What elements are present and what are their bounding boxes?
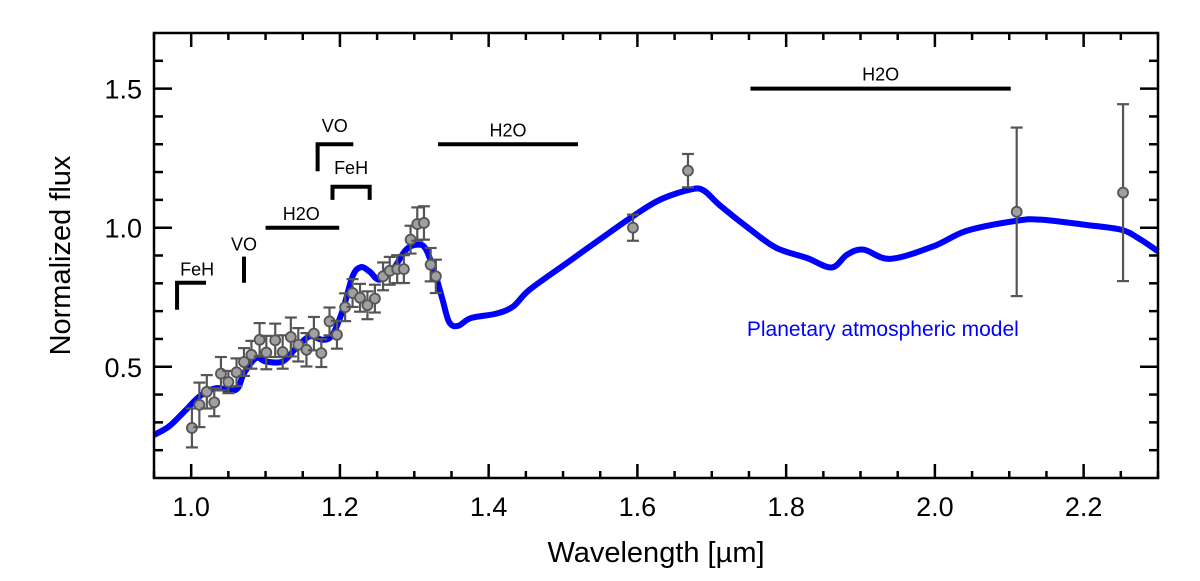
data-point <box>315 338 328 369</box>
data-point <box>681 152 694 189</box>
annotation-h2o: H2O <box>750 65 1011 91</box>
point-marker <box>260 346 273 359</box>
data-point <box>323 306 336 337</box>
x-tick-label: 2.2 <box>1065 492 1103 522</box>
point-marker <box>1010 205 1023 218</box>
data-point <box>230 357 243 388</box>
point-marker <box>429 270 442 283</box>
data-point <box>237 347 250 378</box>
annotation-vo: VO <box>315 116 354 172</box>
point-marker <box>404 233 417 246</box>
data-point <box>1117 103 1130 283</box>
data-point <box>383 255 396 286</box>
point-marker <box>397 263 410 276</box>
annotation-line <box>315 142 354 172</box>
y-tick-label: 1.0 <box>104 214 142 244</box>
x-tick-label: 1.0 <box>172 492 210 522</box>
y-tick-label: 1.5 <box>104 75 142 105</box>
data-points-group <box>185 103 1130 449</box>
data-point <box>368 283 381 314</box>
annotation-label: H2O <box>489 120 526 140</box>
molecule-annotations: FeH VO H2O VO FeH H2O H2O <box>175 65 1011 310</box>
y-axis-label: Normalized flux <box>45 155 77 355</box>
annotation-h2o: H2O <box>265 204 340 230</box>
data-point <box>292 326 305 363</box>
point-marker <box>682 164 694 177</box>
data-point <box>361 290 374 321</box>
annotation-label: FeH <box>180 259 214 279</box>
point-marker <box>245 348 258 361</box>
point-marker <box>627 221 639 234</box>
x-tick-label: 2.0 <box>916 492 954 522</box>
point-marker <box>368 292 381 305</box>
annotation-h2o: H2O <box>438 120 578 147</box>
data-point <box>1010 126 1023 298</box>
point-marker <box>307 327 320 340</box>
point-marker <box>284 331 297 343</box>
annotation-label: H2O <box>283 204 320 224</box>
data-point <box>404 224 417 255</box>
data-point <box>417 205 430 241</box>
data-point <box>269 322 282 359</box>
data-point <box>193 381 206 429</box>
axis-ticks: 1.0 1.2 1.4 1.6 1.8 2.0 2.2 0.5 1.0 1.5 <box>104 33 1160 522</box>
model-curve <box>152 185 1160 438</box>
annotation-feh: FeH <box>175 259 214 310</box>
point-marker <box>361 299 374 312</box>
annotation-label: H2O <box>862 65 899 85</box>
data-point <box>260 334 273 371</box>
point-marker <box>238 356 250 368</box>
data-point <box>208 387 221 418</box>
point-marker <box>1117 186 1129 199</box>
plot-frame <box>152 31 1160 480</box>
point-marker <box>208 396 221 409</box>
annotation-line <box>175 280 207 310</box>
data-point <box>214 355 227 392</box>
annotation-label: FeH <box>334 158 368 178</box>
x-tick-label: 1.6 <box>619 492 657 522</box>
point-marker <box>354 291 366 304</box>
annotation-label: VO <box>231 234 257 254</box>
point-marker <box>315 347 328 360</box>
annotation-line <box>330 184 372 200</box>
point-marker <box>222 376 235 388</box>
annotation-feh: FeH <box>330 158 372 200</box>
x-tick-label: 1.2 <box>321 492 359 522</box>
data-point <box>429 258 442 295</box>
point-marker <box>276 346 289 358</box>
point-marker <box>253 333 266 346</box>
data-point <box>397 254 410 285</box>
model-label: Planetary atmospheric model <box>747 318 1019 341</box>
data-point <box>284 316 297 358</box>
point-marker <box>331 328 343 341</box>
point-marker <box>292 338 305 351</box>
data-point <box>276 334 289 370</box>
x-tick-label: 1.4 <box>470 492 508 522</box>
point-marker <box>230 366 243 379</box>
point-marker <box>269 334 282 347</box>
annotation-label: VO <box>322 116 348 136</box>
model-curve-group: Planetary atmospheric model <box>152 185 1160 438</box>
point-marker <box>193 398 206 411</box>
annotation-vo: VO <box>231 234 257 283</box>
data-point <box>626 213 639 242</box>
y-tick-label: 0.5 <box>104 353 142 383</box>
x-tick-label: 1.8 <box>767 492 805 522</box>
data-point <box>354 282 367 313</box>
point-marker <box>424 258 437 271</box>
data-point <box>222 369 235 395</box>
x-axis-label: Wavelength [µm] <box>547 537 764 569</box>
point-marker <box>418 217 430 229</box>
